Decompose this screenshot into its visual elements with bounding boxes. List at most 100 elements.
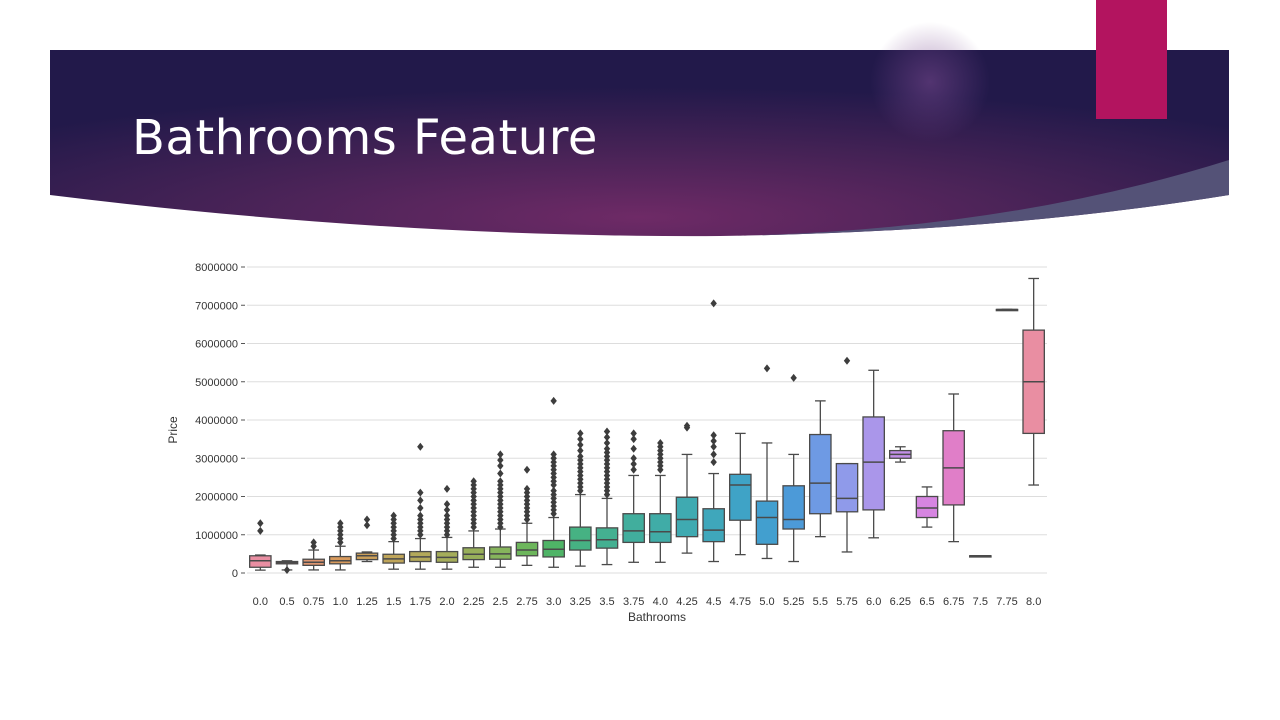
- outlier-point: [443, 500, 451, 509]
- outlier-point: [283, 565, 291, 574]
- slide-title: Bathrooms Feature: [132, 110, 598, 166]
- x-tick-label: 5.25: [783, 596, 804, 608]
- outlier-point: [710, 442, 717, 451]
- outlier-point: [630, 444, 637, 453]
- outlier-point: [710, 458, 717, 467]
- box-3.5: [595, 527, 619, 549]
- outlier-point: [710, 299, 717, 308]
- x-tick-label: 2.25: [463, 596, 484, 608]
- x-tick-label: 2.0: [439, 596, 454, 608]
- x-tick-label: 1.75: [410, 596, 431, 608]
- outlier-point: [310, 538, 317, 547]
- x-tick-label: 3.75: [623, 596, 644, 608]
- x-tick-label: 3.0: [546, 596, 561, 608]
- x-tick-label: 1.5: [386, 596, 401, 608]
- outlier-point: [603, 438, 611, 447]
- outlier-point: [497, 469, 504, 478]
- x-tick-label: 0.0: [253, 596, 268, 608]
- outlier-point: [417, 496, 424, 505]
- accent-tab: [1096, 0, 1167, 119]
- outlier-point: [577, 429, 584, 438]
- box-5.75: [835, 462, 859, 513]
- outlier-point: [497, 450, 504, 459]
- outlier-point: [417, 442, 424, 451]
- box-2.75: [515, 541, 539, 557]
- box-5.5: [809, 433, 832, 515]
- x-tick-label: 4.75: [730, 596, 751, 608]
- x-tick-label: 6.75: [943, 596, 964, 608]
- outlier-point: [497, 456, 504, 465]
- outlier-point: [443, 511, 451, 520]
- y-tick-label: 1000000: [195, 530, 238, 542]
- y-tick-label: 6000000: [195, 339, 238, 351]
- outlier-point: [390, 511, 397, 520]
- box-6.0: [862, 416, 885, 511]
- y-axis-label: Price: [166, 416, 180, 444]
- x-tick-label: 6.5: [919, 596, 934, 608]
- outlier-point: [710, 431, 717, 440]
- outlier-point: [843, 356, 851, 365]
- outlier-point: [497, 461, 504, 470]
- box-4.75: [729, 473, 752, 521]
- x-tick-label: 6.25: [890, 596, 911, 608]
- x-tick-label: 2.5: [493, 596, 508, 608]
- x-tick-label: 6.0: [866, 596, 881, 608]
- y-tick-label: 3000000: [195, 453, 238, 465]
- box-4.0: [649, 513, 672, 544]
- x-tick-label: 2.75: [516, 596, 537, 608]
- outlier-point: [603, 427, 611, 436]
- outlier-point: [630, 454, 637, 463]
- outlier-point: [337, 519, 344, 528]
- box-5.25: [782, 485, 805, 530]
- x-tick-label: 0.75: [303, 596, 324, 608]
- x-tick-label: 3.5: [599, 596, 614, 608]
- outlier-point: [470, 477, 477, 486]
- outlier-point: [443, 484, 451, 493]
- outlier-point: [363, 515, 371, 524]
- outlier-point: [603, 444, 611, 453]
- box-3.25: [569, 526, 592, 551]
- y-tick-label: 0: [232, 568, 238, 580]
- x-tick-label: 7.75: [996, 596, 1017, 608]
- box-2.5: [489, 546, 512, 560]
- outlier-point: [497, 477, 504, 486]
- outlier-point: [257, 519, 264, 528]
- outlier-point: [443, 505, 451, 514]
- x-tick-label: 0.5: [279, 596, 294, 608]
- box-5.0: [755, 500, 779, 545]
- boxplot-chart: 0 1000000 2000000 3000000 4000000 5000000 6000…: [166, 262, 1047, 624]
- outlier-point: [417, 511, 424, 520]
- outlier-point: [523, 465, 531, 474]
- x-tick-label: 3.25: [570, 596, 591, 608]
- outlier-point: [363, 521, 371, 530]
- outlier-point: [710, 450, 717, 459]
- box-3.75: [622, 513, 645, 544]
- box-4.5: [702, 508, 725, 543]
- x-tick-label: 7.5: [973, 596, 988, 608]
- x-tick-label: 4.0: [653, 596, 668, 608]
- y-tick-label: 8000000: [195, 262, 238, 274]
- outlier-point: [603, 433, 611, 442]
- banner-swoosh: [720, 160, 1229, 236]
- outlier-point: [710, 437, 717, 446]
- x-tick-label: 1.25: [356, 596, 377, 608]
- x-tick-label: 5.0: [759, 596, 774, 608]
- x-tick-label: 5.75: [836, 596, 857, 608]
- box-0.0: [249, 555, 272, 568]
- outlier-point: [257, 526, 264, 535]
- x-tick-label: 4.25: [676, 596, 697, 608]
- x-tick-label: 4.5: [706, 596, 721, 608]
- x-tick-label: 1.0: [333, 596, 348, 608]
- x-tick-label: 8.0: [1026, 596, 1041, 608]
- box-4.25: [675, 496, 699, 538]
- x-axis-label: Bathrooms: [628, 610, 686, 624]
- title-banner: [50, 22, 1229, 237]
- box-6.5: [915, 495, 939, 519]
- outlier-point: [417, 503, 424, 512]
- y-tick-label: 7000000: [195, 300, 238, 312]
- y-tick-label: 5000000: [195, 377, 238, 389]
- outlier-point: [523, 484, 531, 493]
- banner-glow: [870, 22, 990, 142]
- outlier-point: [790, 373, 797, 382]
